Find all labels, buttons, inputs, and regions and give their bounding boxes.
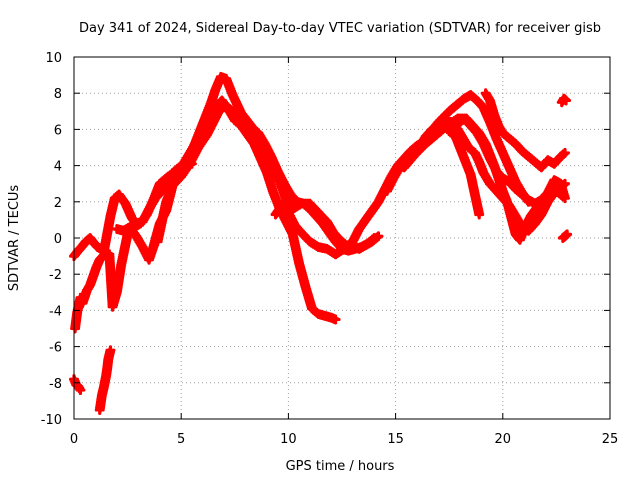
x-tick-label: 15 [387, 432, 404, 447]
y-tick-label: 8 [54, 87, 62, 102]
y-tick-label: 4 [54, 160, 62, 175]
series-arc-2 [70, 95, 341, 334]
series-arc-10 [422, 90, 534, 207]
x-tick-label: 10 [280, 432, 297, 447]
data-point-marker [559, 193, 570, 204]
y-tick-label: 0 [54, 232, 62, 247]
data-point-marker [523, 196, 534, 207]
data-point-marker [369, 233, 380, 243]
y-tick-label: -8 [49, 377, 62, 392]
series-arc-13 [556, 93, 572, 108]
x-tick-label: 0 [70, 432, 78, 447]
y-tick-labels: -10 -8 -6 -4 -2 0 2 4 6 8 10 [41, 51, 62, 428]
x-tick-labels: 0 5 10 15 20 25 [70, 432, 618, 447]
series-arc-3 [69, 374, 86, 396]
chart-title: Day 341 of 2024, Sidereal Day-to-day VTE… [79, 21, 601, 36]
y-tick-label: -2 [49, 268, 62, 283]
y-tick-label: 2 [54, 196, 62, 211]
data-series-layer [69, 71, 573, 415]
data-point-marker [186, 158, 197, 169]
x-axis-label: GPS time / hours [286, 459, 395, 474]
y-axis-label: SDTVAR / TECUs [7, 185, 22, 292]
x-tick-label: 25 [602, 432, 619, 447]
y-tick-label: -6 [49, 341, 62, 356]
data-point-marker [559, 147, 570, 158]
series-arc-5 [111, 100, 380, 265]
data-point-marker [330, 314, 341, 325]
series-arc-12 [480, 88, 570, 173]
x-tick-label: 5 [177, 432, 185, 447]
data-point-marker [105, 345, 116, 356]
data-point-marker [75, 385, 86, 396]
y-tick-label: 10 [45, 51, 62, 66]
y-tick-label: 6 [54, 123, 62, 138]
data-point-marker [562, 229, 573, 240]
x-tick-label: 20 [495, 432, 512, 447]
series-arc-4 [94, 345, 116, 415]
y-tick-label: -10 [41, 413, 62, 428]
series-arc-11 [444, 126, 485, 220]
y-tick-label: -4 [49, 304, 62, 319]
series-arc-14 [557, 229, 573, 243]
data-point-marker [561, 95, 572, 106]
series-arc-6 [152, 158, 197, 247]
axis-ticks [73, 56, 611, 420]
data-point-marker [474, 209, 485, 220]
